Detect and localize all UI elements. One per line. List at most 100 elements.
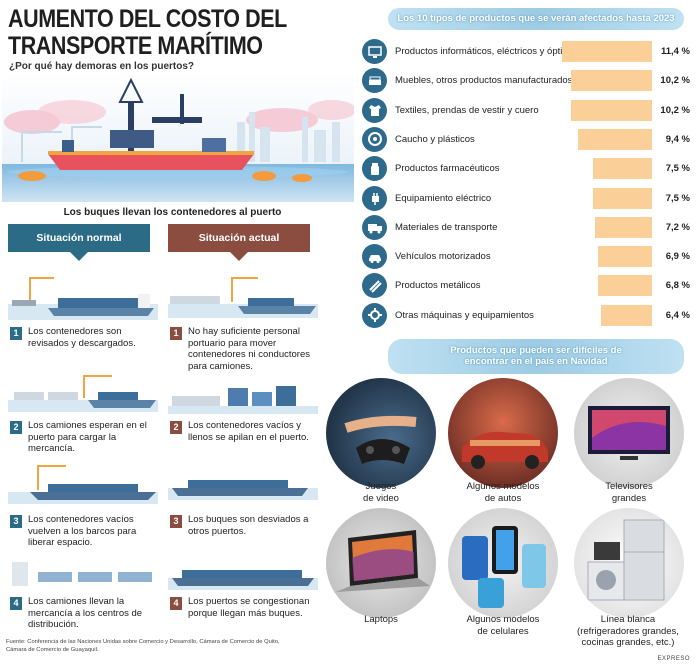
product-row: Otras máquinas y equipamientos 6,4 % xyxy=(362,302,692,330)
current-scene-no-staff xyxy=(168,272,318,318)
source-line: Cámara de Comercio de Guayaquil. xyxy=(6,647,99,653)
normal-scene-unloading xyxy=(8,268,158,320)
current-step-4: 4 Los puertos se congestionan porque lle… xyxy=(170,596,315,619)
caption-line: Juegos xyxy=(365,481,397,492)
normal-step-3: 3 Los contenedores vacíos vuelven a los … xyxy=(10,514,155,549)
product-row: Productos farmacéuticos 7,5 % xyxy=(362,155,692,183)
product-value: 10,2 % xyxy=(660,104,690,116)
product-row: Materiales de transporte 7,2 % xyxy=(362,214,692,242)
product-value: 6,9 % xyxy=(665,251,690,263)
source-note: Fuente: Conferencia de las Naciones Unid… xyxy=(6,638,446,654)
product-value: 7,2 % xyxy=(665,221,690,233)
caption-line: de autos xyxy=(484,492,522,504)
christmas-banner: Productos que pueden ser difíciles de en… xyxy=(388,339,684,374)
brand-logo: EXPRESO xyxy=(657,656,690,662)
product-label: Muebles, otros productos manufacturados xyxy=(395,75,573,87)
product-value: 6,4 % xyxy=(665,309,690,321)
product-label: Textiles, prendas de vestir y cuero xyxy=(395,104,539,116)
caption-line: Línea blanca xyxy=(600,614,656,625)
product-label: Productos metálicos xyxy=(395,280,481,292)
step-text: Los contenedores vacíos vuelven a los ba… xyxy=(28,514,137,548)
normal-step-2: 2 Los camiones esperan en el puerto para… xyxy=(10,420,155,455)
video-games-photo xyxy=(326,378,436,488)
appliances-photo xyxy=(574,508,684,618)
product-row: Textiles, prendas de vestir y cuero 10,2 … xyxy=(362,97,692,125)
source-line: Fuente: Conferencia de las Naciones Unid… xyxy=(6,639,280,645)
product-row: Caucho y plásticos 9,4 % xyxy=(362,126,692,154)
current-scene-stacked xyxy=(168,382,318,414)
product-row: Muebles, otros productos manufacturados 1… xyxy=(362,67,692,95)
step-text: Los buques son desviados a otros puertos… xyxy=(188,514,309,537)
caption-line: Televisores xyxy=(605,481,653,492)
caption-line: (refrigeradores grandes, xyxy=(577,625,679,637)
step-number: 3 xyxy=(170,515,182,528)
caption-line: de video xyxy=(363,492,399,504)
product-bar xyxy=(595,216,652,238)
video-games-caption: Juegos de video xyxy=(326,481,436,504)
pointer-arrow xyxy=(229,251,249,261)
truck-icon xyxy=(362,214,387,240)
normal-step-1: 1 Los contenedores son revisados y desca… xyxy=(10,326,155,349)
step-text: Los camiones llevan la mercancía a los c… xyxy=(28,596,143,630)
step-text: Los puertos se congestionan porque llega… xyxy=(188,596,310,619)
step-text: Los contenedores son revisados y descarg… xyxy=(28,326,136,349)
product-label: Materiales de transporte xyxy=(395,221,498,233)
product-row: Vehículos motorizados 6,9 % xyxy=(362,243,692,271)
current-step-1: 1 No hay suficiente personal portuario p… xyxy=(170,326,315,372)
step-number: 2 xyxy=(10,421,22,434)
current-situation-header: Situación actual xyxy=(168,224,310,261)
step-number: 1 xyxy=(10,327,22,340)
product-label: Productos informáticos, eléctricos y ópt… xyxy=(395,46,578,57)
normal-scene-distribution xyxy=(8,560,158,588)
car-icon xyxy=(362,244,387,270)
current-scene-diverted xyxy=(168,476,318,500)
product-bar xyxy=(578,128,652,150)
product-bar xyxy=(571,70,652,92)
step-number: 1 xyxy=(170,327,182,340)
sofa-icon xyxy=(362,68,387,94)
normal-situation-title: Situación normal xyxy=(36,232,122,244)
plug-icon xyxy=(362,185,387,211)
step-number: 3 xyxy=(10,515,22,528)
step-number: 4 xyxy=(10,597,22,610)
product-bar xyxy=(571,99,652,121)
current-step-3: 3 Los buques son desviados a otros puert… xyxy=(170,514,315,537)
cell-phones-photo xyxy=(448,508,558,618)
caption-line: Laptops xyxy=(364,614,398,625)
page-subtitle: ¿Por qué hay demoras en los puertos? xyxy=(9,61,195,72)
televisions-photo xyxy=(574,378,684,488)
step-text: No hay suficiente personal portuario par… xyxy=(188,326,310,372)
product-bar xyxy=(601,304,652,326)
normal-situation-header: Situación normal xyxy=(8,224,150,261)
metal-bars-icon xyxy=(362,273,387,299)
current-step-2: 2 Los contenedores vacíos y llenos se ap… xyxy=(170,420,315,443)
caption-line: Algunos modelos xyxy=(466,614,540,625)
caption-line: grandes xyxy=(611,492,647,504)
step-number: 4 xyxy=(170,597,182,610)
product-value: 6,8 % xyxy=(665,280,690,292)
title-line-1: AUMENTO DEL COSTO DEL xyxy=(8,5,287,33)
product-value: 9,4 % xyxy=(665,133,690,145)
caption-line: Algunos modelos xyxy=(466,481,540,492)
laptops-caption: Laptops xyxy=(326,614,436,626)
pointer-arrow xyxy=(69,251,89,261)
product-label: Equipamiento eléctrico xyxy=(395,192,492,204)
step-number: 2 xyxy=(170,421,182,434)
product-bar xyxy=(593,158,652,180)
shirt-icon xyxy=(362,97,387,123)
product-label: Otras máquinas y equipamientos xyxy=(395,309,534,321)
normal-scene-trucks xyxy=(8,372,158,412)
current-situation-title: Situación actual xyxy=(198,232,280,244)
title-line-2: TRANSPORTE MARÍTIMO xyxy=(8,32,263,60)
product-row: Productos informáticos, eléctricos y ópt… xyxy=(362,38,692,66)
laptops-photo xyxy=(326,508,436,618)
product-value: 7,5 % xyxy=(665,163,690,175)
product-row: Productos metálicos 6,8 % xyxy=(362,272,692,300)
televisions-caption: Televisores grandes xyxy=(574,481,684,504)
product-value: 11,4 % xyxy=(660,46,690,57)
step-text: Los contenedores vacíos y llenos se apil… xyxy=(188,420,309,443)
product-bar xyxy=(598,246,652,268)
port-illustration xyxy=(2,72,354,202)
normal-scene-empty-return xyxy=(8,462,158,504)
